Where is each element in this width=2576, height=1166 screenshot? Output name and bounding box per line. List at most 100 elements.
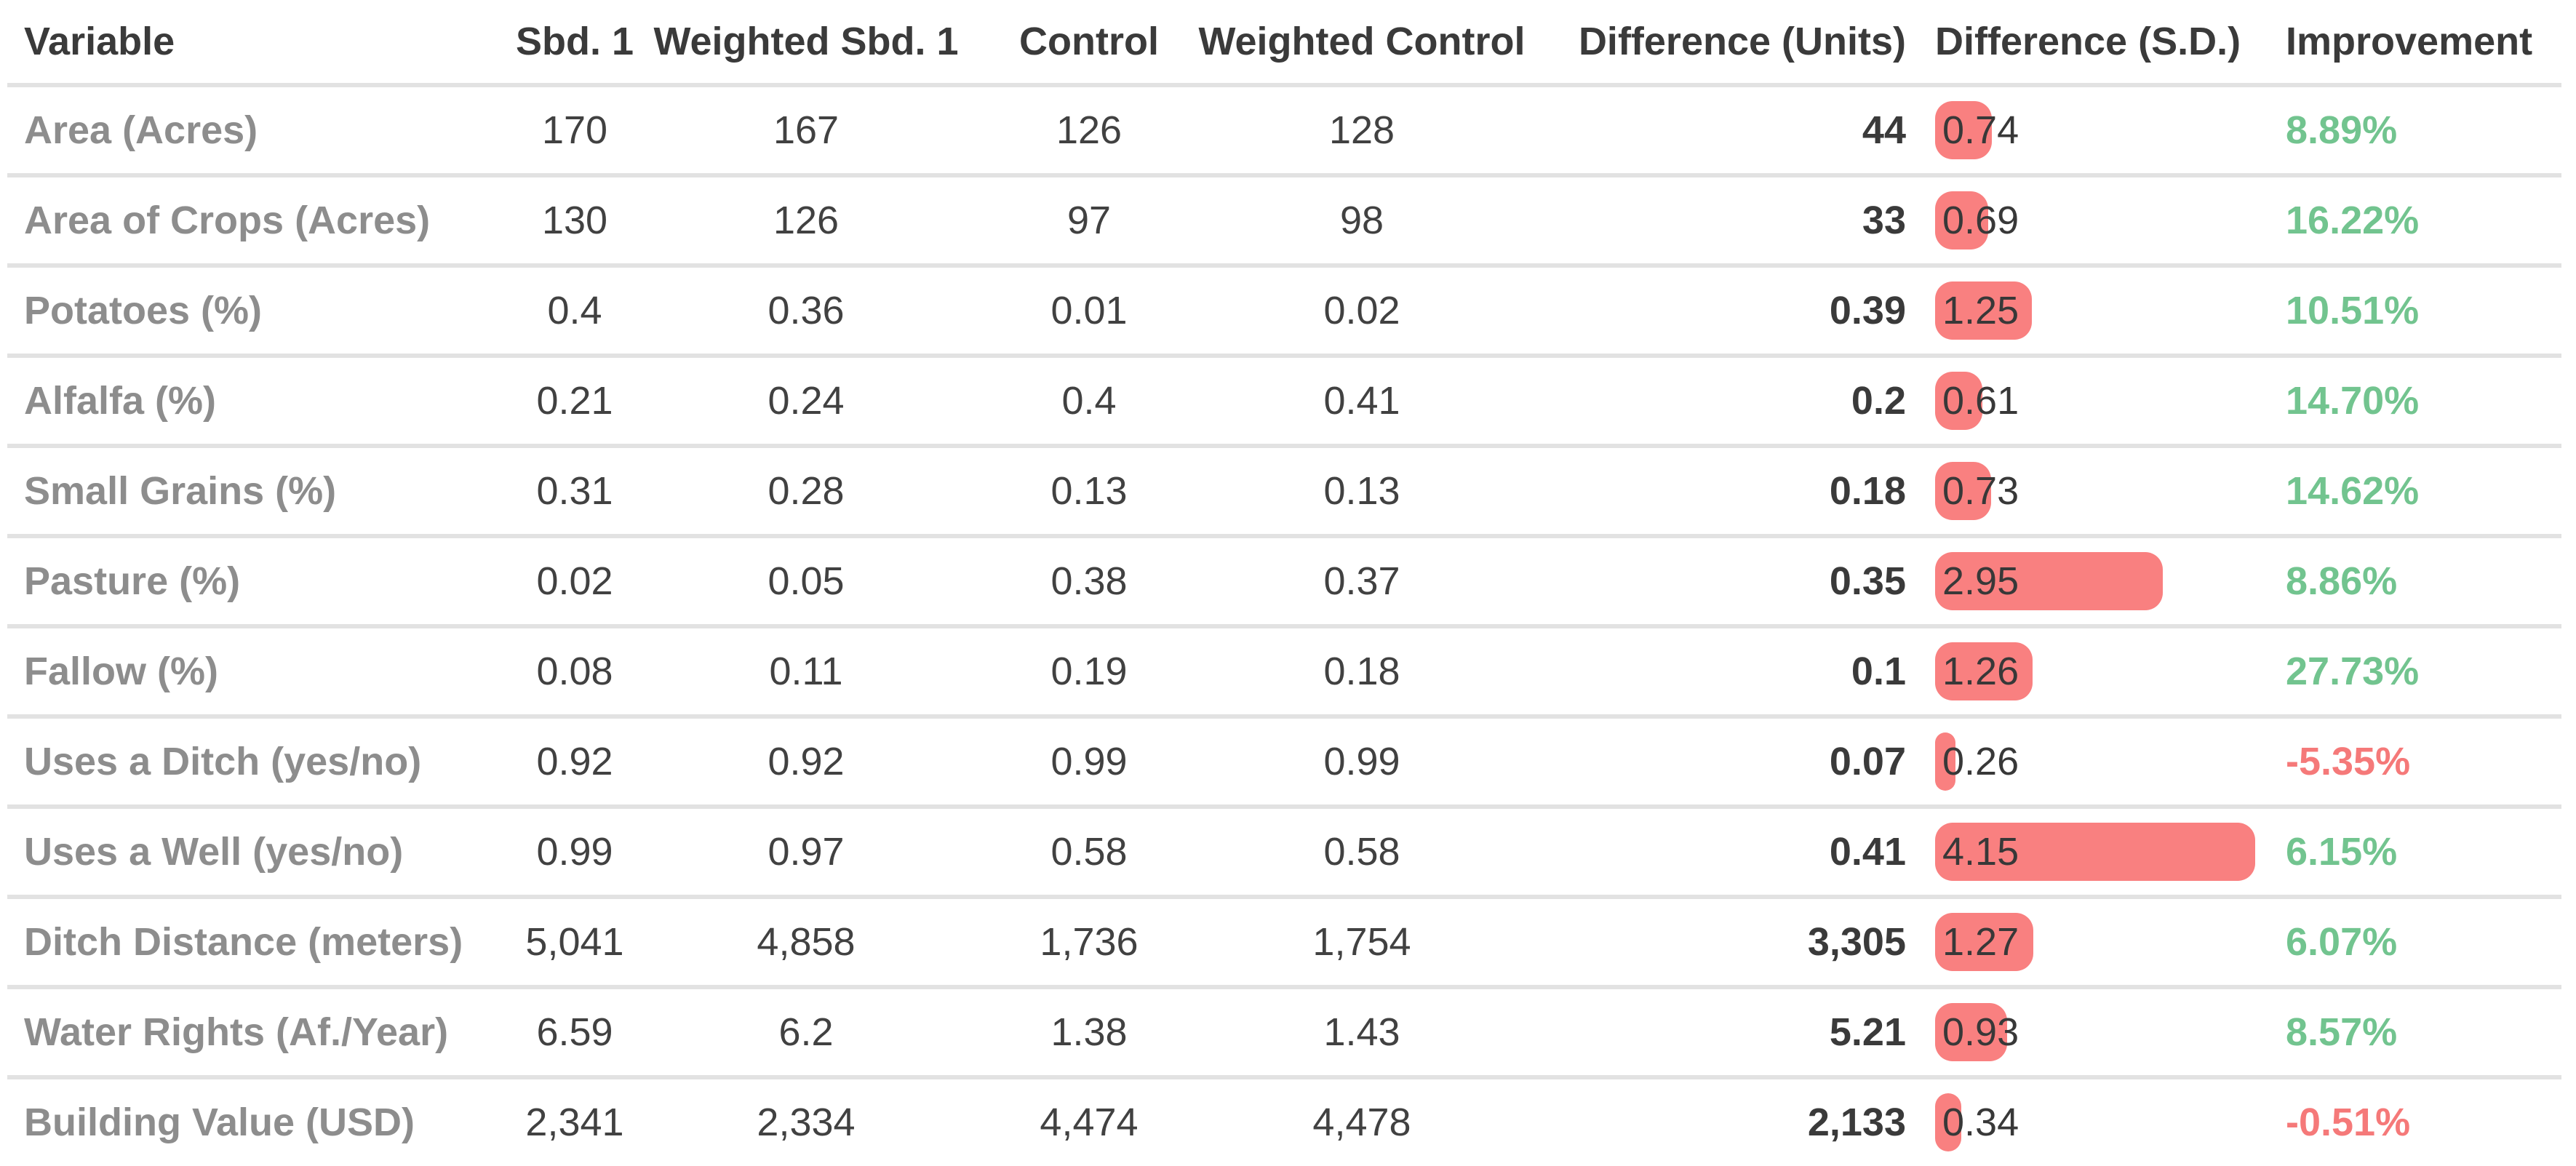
sd-value: 1.27 bbox=[1942, 920, 2019, 964]
cell-difference-units: 0.35 bbox=[1829, 559, 1906, 603]
cell-difference-units: 2,133 bbox=[1807, 1101, 1906, 1144]
column-header-sbd1: Sbd. 1 bbox=[515, 20, 634, 63]
sd-value: 0.74 bbox=[1942, 108, 2019, 152]
cell-improvement: 27.73% bbox=[2286, 650, 2420, 693]
cell-sbd1: 130 bbox=[541, 199, 608, 242]
sd-bar-wrap: 1.26 bbox=[1935, 642, 2033, 700]
row-label: Water Rights (Af./Year) bbox=[24, 1010, 449, 1054]
sd-value: 0.73 bbox=[1942, 469, 2019, 513]
cell-control: 1,736 bbox=[1040, 920, 1139, 964]
cell-weighted-control: 128 bbox=[1328, 108, 1395, 152]
table-row: Area (Acres) 170 167 126 128 44 0.74 8.89% bbox=[7, 83, 2561, 173]
cell-control: 4,474 bbox=[1040, 1101, 1139, 1144]
cell-control: 0.19 bbox=[1050, 650, 1128, 693]
cell-sbd1: 0.4 bbox=[547, 289, 602, 332]
column-header-difference_units: Difference (Units) bbox=[1578, 20, 1906, 63]
cell-sbd1: 0.92 bbox=[536, 740, 613, 783]
cell-weighted-control: 98 bbox=[1339, 199, 1384, 242]
cell-difference-sd: 0.34 bbox=[1921, 1079, 2270, 1165]
cell-improvement: 6.15% bbox=[2286, 830, 2398, 874]
row-label: Building Value (USD) bbox=[24, 1101, 415, 1144]
cell-control: 0.58 bbox=[1050, 830, 1128, 874]
cell-weighted-sbd1: 6.2 bbox=[778, 1010, 834, 1054]
cell-sbd1: 2,341 bbox=[525, 1101, 624, 1144]
cell-weighted-sbd1: 4,858 bbox=[757, 920, 856, 964]
table-row: Water Rights (Af./Year) 6.59 6.2 1.38 1.43 5.… bbox=[7, 985, 2561, 1075]
cell-difference-units: 0.2 bbox=[1851, 379, 1906, 423]
sd-magnitude-bar bbox=[1935, 101, 1992, 159]
cell-weighted-control: 0.02 bbox=[1323, 289, 1400, 332]
row-label: Area of Crops (Acres) bbox=[24, 199, 431, 242]
cell-difference-units: 0.39 bbox=[1829, 289, 1906, 332]
cell-difference-sd: 0.93 bbox=[1921, 989, 2270, 1075]
cell-difference-sd: 0.69 bbox=[1921, 177, 2270, 263]
cell-sbd1: 0.21 bbox=[536, 379, 613, 423]
cell-weighted-control: 1.43 bbox=[1323, 1010, 1400, 1054]
cell-sbd1: 0.99 bbox=[536, 830, 613, 874]
row-label: Small Grains (%) bbox=[24, 469, 337, 513]
column-header-control: Control bbox=[1019, 20, 1159, 63]
row-label: Fallow (%) bbox=[24, 650, 218, 693]
cell-improvement: 8.57% bbox=[2286, 1010, 2398, 1054]
cell-difference-units: 33 bbox=[1862, 199, 1906, 242]
cell-difference-units: 0.18 bbox=[1829, 469, 1906, 513]
column-header-improvement: Improvement bbox=[2286, 20, 2533, 63]
cell-weighted-sbd1: 0.05 bbox=[767, 559, 845, 603]
row-label: Ditch Distance (meters) bbox=[24, 920, 463, 964]
cell-difference-sd: 0.26 bbox=[1921, 719, 2270, 804]
sd-bar-wrap: 2.95 bbox=[1935, 552, 2163, 610]
cell-weighted-control: 0.99 bbox=[1323, 740, 1400, 783]
cell-sbd1: 6.59 bbox=[536, 1010, 613, 1054]
row-label: Potatoes (%) bbox=[24, 289, 263, 332]
sd-value: 1.25 bbox=[1942, 289, 2019, 332]
sd-magnitude-bar bbox=[1935, 281, 2032, 340]
table-row: Uses a Ditch (yes/no) 0.92 0.92 0.99 0.99 0.0… bbox=[7, 714, 2561, 804]
sd-magnitude-bar bbox=[1935, 823, 2255, 881]
cell-sbd1: 170 bbox=[541, 108, 608, 152]
column-header-weighted_sbd1: Weighted Sbd. 1 bbox=[653, 20, 959, 63]
sd-bar-wrap: 0.26 bbox=[1935, 732, 2019, 791]
table-row: Ditch Distance (meters) 5,041 4,858 1,736 1,… bbox=[7, 895, 2561, 985]
cell-control: 0.13 bbox=[1050, 469, 1128, 513]
cell-weighted-sbd1: 2,334 bbox=[757, 1101, 856, 1144]
table-body: Area (Acres) 170 167 126 128 44 0.74 8.89% Area … bbox=[7, 83, 2561, 1165]
sd-bar-wrap: 0.69 bbox=[1935, 191, 2019, 249]
sd-value: 2.95 bbox=[1942, 559, 2019, 603]
cell-difference-units: 0.41 bbox=[1829, 830, 1906, 874]
cell-difference-units: 44 bbox=[1862, 108, 1906, 152]
cell-difference-sd: 0.73 bbox=[1921, 448, 2270, 534]
table-row: Building Value (USD) 2,341 2,334 4,474 4,478… bbox=[7, 1075, 2561, 1165]
sd-value: 0.93 bbox=[1942, 1010, 2019, 1054]
table-row: Fallow (%) 0.08 0.11 0.19 0.18 0.1 1.26 27.73% bbox=[7, 624, 2561, 714]
cell-weighted-sbd1: 0.24 bbox=[767, 379, 845, 423]
sd-value: 0.26 bbox=[1942, 740, 2019, 783]
sd-value: 0.34 bbox=[1942, 1101, 2019, 1144]
cell-sbd1: 0.31 bbox=[536, 469, 613, 513]
table-header-row: Variable Sbd. 1 Weighted Sbd. 1 Control Weig… bbox=[7, 0, 2561, 83]
cell-difference-sd: 1.25 bbox=[1921, 268, 2270, 354]
cell-difference-units: 3,305 bbox=[1807, 920, 1906, 964]
cell-weighted-control: 4,478 bbox=[1312, 1101, 1411, 1144]
table-row: Potatoes (%) 0.4 0.36 0.01 0.02 0.39 1.25 10.51… bbox=[7, 263, 2561, 354]
sd-magnitude-bar bbox=[1935, 642, 2033, 700]
cell-sbd1: 0.08 bbox=[536, 650, 613, 693]
cell-difference-sd: 4.15 bbox=[1921, 809, 2270, 895]
cell-improvement: 16.22% bbox=[2286, 199, 2420, 242]
sd-bar-wrap: 0.74 bbox=[1935, 101, 2019, 159]
sd-magnitude-bar bbox=[1935, 191, 1988, 249]
cell-difference-sd: 1.27 bbox=[1921, 899, 2270, 985]
cell-control: 0.4 bbox=[1061, 379, 1117, 423]
cell-control: 97 bbox=[1066, 199, 1112, 242]
cell-difference-units: 0.07 bbox=[1829, 740, 1906, 783]
row-label: Uses a Ditch (yes/no) bbox=[24, 740, 422, 783]
cell-difference-sd: 0.61 bbox=[1921, 358, 2270, 444]
cell-improvement: -5.35% bbox=[2286, 740, 2411, 783]
cell-sbd1: 5,041 bbox=[525, 920, 624, 964]
cell-weighted-sbd1: 126 bbox=[773, 199, 840, 242]
sd-bar-wrap: 0.61 bbox=[1935, 372, 2019, 430]
table-row: Area of Crops (Acres) 130 126 97 98 33 0.69 16.… bbox=[7, 173, 2561, 263]
table-row: Pasture (%) 0.02 0.05 0.38 0.37 0.35 2.95 8.86% bbox=[7, 534, 2561, 624]
cell-weighted-sbd1: 0.11 bbox=[769, 650, 843, 693]
sd-bar-wrap: 0.73 bbox=[1935, 462, 2019, 520]
